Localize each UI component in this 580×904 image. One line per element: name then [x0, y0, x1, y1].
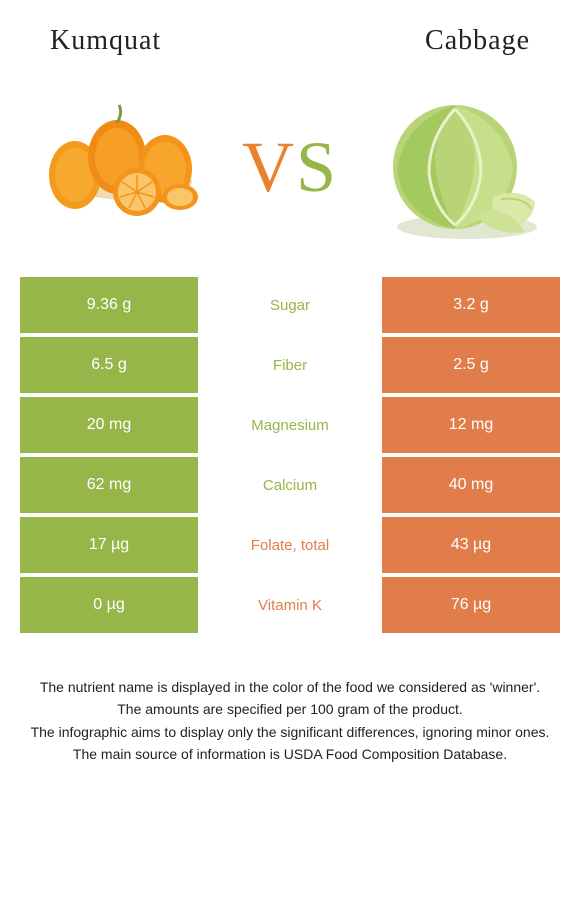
footnote-line: The amounts are specified per 100 gram o…: [20, 699, 560, 719]
left-value: 0 µg: [20, 577, 198, 633]
table-row: 6.5 gFiber2.5 g: [20, 337, 560, 393]
right-value: 12 mg: [382, 397, 560, 453]
left-food-title: Kumquat: [50, 25, 161, 57]
table-row: 20 mgMagnesium12 mg: [20, 397, 560, 453]
right-food-title: Cabbage: [425, 25, 530, 57]
left-value: 62 mg: [20, 457, 198, 513]
footnotes: The nutrient name is displayed in the co…: [0, 637, 580, 764]
table-row: 62 mgCalcium40 mg: [20, 457, 560, 513]
header: Kumquat Cabbage: [0, 0, 580, 67]
vs-s: S: [296, 127, 338, 207]
images-row: VS: [0, 67, 580, 277]
vs-v: V: [242, 127, 296, 207]
right-value: 43 µg: [382, 517, 560, 573]
left-value: 17 µg: [20, 517, 198, 573]
left-value: 20 mg: [20, 397, 198, 453]
right-value: 3.2 g: [382, 277, 560, 333]
nutrient-label: Fiber: [198, 337, 382, 393]
nutrient-label: Folate, total: [198, 517, 382, 573]
nutrient-label: Sugar: [198, 277, 382, 333]
nutrient-table: 9.36 gSugar3.2 g6.5 gFiber2.5 g20 mgMagn…: [0, 277, 580, 633]
table-row: 9.36 gSugar3.2 g: [20, 277, 560, 333]
nutrient-label: Vitamin K: [198, 577, 382, 633]
footnote-line: The nutrient name is displayed in the co…: [20, 677, 560, 697]
left-value: 9.36 g: [20, 277, 198, 333]
nutrient-label: Magnesium: [198, 397, 382, 453]
cabbage-image: [370, 87, 560, 247]
kumquat-image: [20, 87, 210, 247]
right-value: 76 µg: [382, 577, 560, 633]
footnote-line: The main source of information is USDA F…: [20, 744, 560, 764]
table-row: 17 µgFolate, total43 µg: [20, 517, 560, 573]
left-value: 6.5 g: [20, 337, 198, 393]
footnote-line: The infographic aims to display only the…: [20, 722, 560, 742]
right-value: 2.5 g: [382, 337, 560, 393]
table-row: 0 µgVitamin K76 µg: [20, 577, 560, 633]
vs-label: VS: [242, 126, 338, 209]
nutrient-label: Calcium: [198, 457, 382, 513]
right-value: 40 mg: [382, 457, 560, 513]
